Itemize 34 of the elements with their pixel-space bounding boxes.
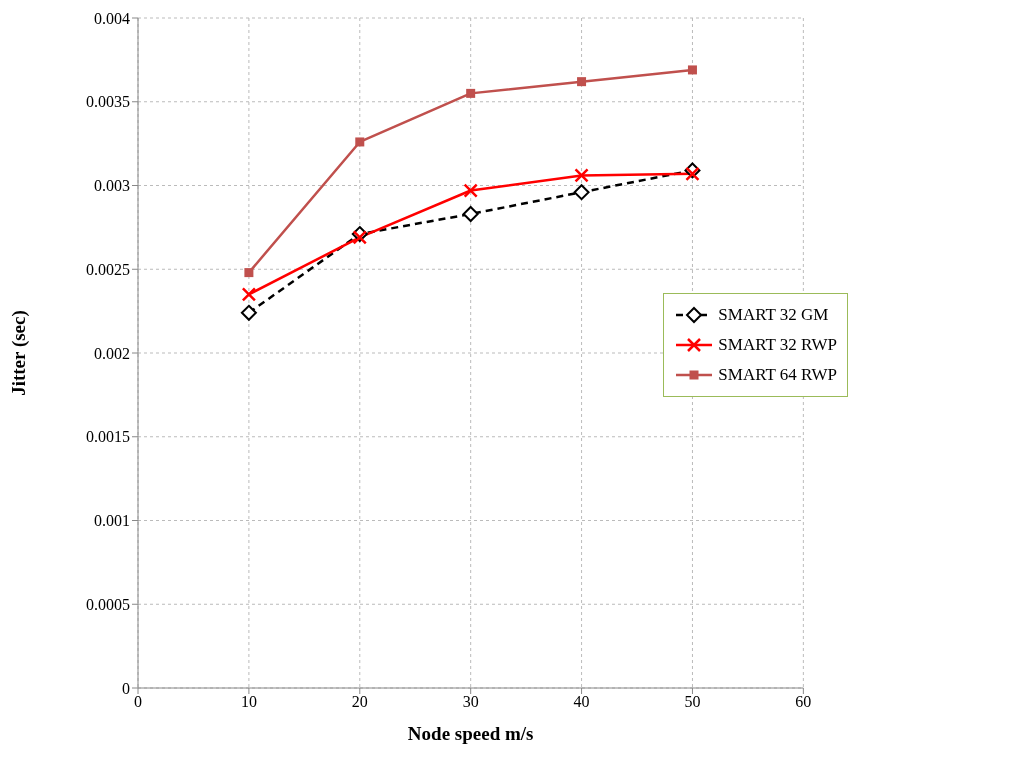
point <box>462 205 479 222</box>
y-tick-label: 0.0035 <box>86 93 130 111</box>
legend-label: SMART 64 RWP <box>718 365 837 385</box>
x-tick-label: 40 <box>573 693 590 711</box>
y-tick-label: 0.0015 <box>86 428 130 446</box>
y-tick-label: 0.002 <box>94 344 130 362</box>
x-tick-label: 50 <box>684 693 701 711</box>
point <box>685 166 700 182</box>
x-tick-label: 60 <box>795 693 812 711</box>
point <box>466 88 476 98</box>
y-tick-label: 0 <box>122 679 130 697</box>
point <box>241 287 257 302</box>
y-tick-label: 0.004 <box>94 9 130 27</box>
y-tick-label: 0.0005 <box>86 595 130 613</box>
x-tick-label: 0 <box>134 693 142 711</box>
point <box>574 168 589 183</box>
point <box>355 137 365 147</box>
point <box>463 183 478 198</box>
y-axis-title: Jitter (sec) <box>7 310 30 396</box>
y-tick-label: 0.003 <box>94 177 130 195</box>
legend-label: SMART 32 RWP <box>718 335 837 355</box>
point <box>352 230 368 245</box>
y-tick-label: 0.001 <box>94 512 130 530</box>
y-tick-label: 0.0025 <box>86 260 130 278</box>
x-tick-label: 20 <box>351 693 368 711</box>
point <box>240 304 257 321</box>
point <box>573 184 590 201</box>
point <box>244 268 254 278</box>
legend-label: SMART 32 GM <box>718 305 829 325</box>
x-tick-label: 10 <box>240 693 257 711</box>
point <box>687 65 697 75</box>
x-tick-label: 30 <box>462 693 479 711</box>
x-axis-title: Node speed m/s <box>407 723 534 744</box>
point <box>577 77 587 87</box>
